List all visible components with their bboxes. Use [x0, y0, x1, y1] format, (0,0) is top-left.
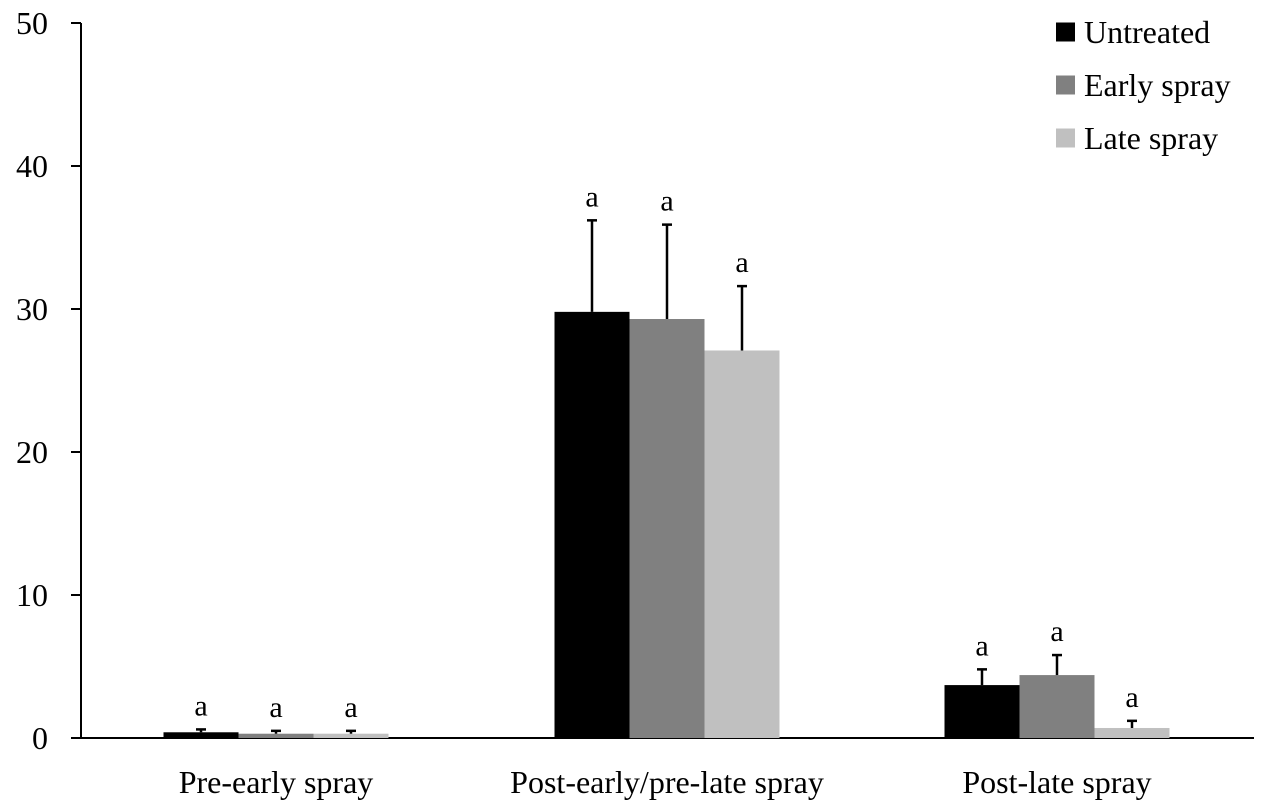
x-category-label: Post-early/pre-late spray: [510, 764, 824, 800]
significance-label: a: [194, 689, 207, 722]
legend-swatch: [1056, 22, 1075, 42]
bars: a a a a a a a a a: [163, 180, 1170, 738]
bar: [1019, 675, 1095, 738]
bar: [163, 732, 239, 738]
significance-label: a: [735, 246, 748, 279]
legend-label: Late spray: [1084, 120, 1218, 156]
bar: [629, 319, 705, 738]
significance-label: a: [1125, 681, 1138, 714]
y-tick-label: 10: [16, 577, 48, 613]
legend-label: Untreated: [1084, 14, 1210, 50]
legend-label: Early spray: [1084, 67, 1231, 103]
y-tick-label: 20: [16, 434, 48, 470]
bar: [313, 733, 389, 738]
bar: [944, 685, 1020, 738]
legend: Untreated Early spray Late spray: [1056, 14, 1231, 156]
legend-swatch: [1056, 75, 1075, 95]
y-tick-label: 50: [16, 5, 48, 41]
y-tick-label: 0: [32, 720, 48, 756]
significance-label: a: [1050, 615, 1063, 648]
bar: [1094, 727, 1170, 738]
x-category-label: Pre-early spray: [179, 764, 374, 800]
x-category-label: Post-late spray: [962, 764, 1151, 800]
bar: [704, 350, 780, 738]
y-tick-label: 30: [16, 291, 48, 327]
significance-label: a: [585, 180, 598, 213]
significance-label: a: [269, 691, 282, 724]
significance-label: a: [344, 691, 357, 724]
bar: [238, 733, 314, 738]
axes: 0 10 20 30 40 50 Pre-early spray Post-early/pre…: [16, 5, 1254, 800]
y-tick-label: 40: [16, 148, 48, 184]
significance-label: a: [660, 185, 673, 218]
bar: [554, 311, 630, 738]
legend-swatch: [1056, 128, 1075, 148]
significance-label: a: [975, 629, 988, 662]
